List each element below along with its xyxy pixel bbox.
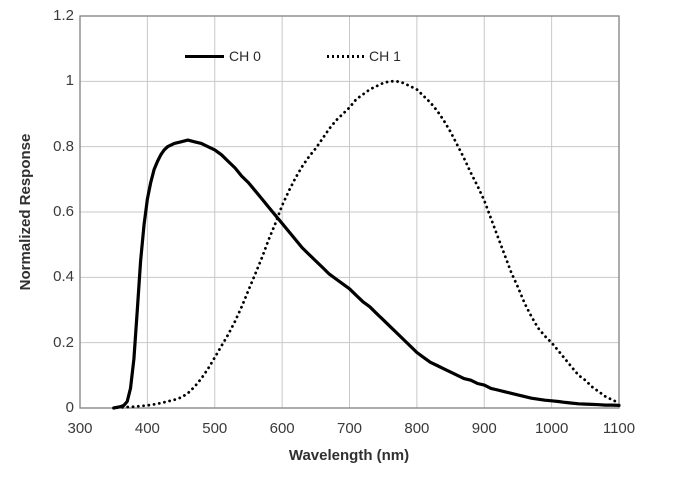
x-axis-title: Wavelength (nm) bbox=[288, 447, 410, 464]
ch1-dotted-line-icon bbox=[327, 54, 364, 58]
legend-label-ch1: CH 1 bbox=[369, 48, 401, 64]
series-curve-ch0 bbox=[112, 138, 621, 410]
x-tick-label: 700 bbox=[336, 420, 363, 437]
y-tick-label: 0.8 bbox=[53, 137, 74, 155]
y-tick-label: 0.4 bbox=[53, 268, 74, 286]
x-tick-label: 400 bbox=[134, 420, 160, 437]
y-tick-label: 0 bbox=[65, 399, 74, 416]
plot-border bbox=[79, 15, 620, 409]
series-curve-ch1 bbox=[115, 79, 621, 410]
x-tick-label: 300 bbox=[67, 420, 93, 437]
legend-item-ch1: CH 1 bbox=[327, 48, 401, 64]
y-tick-label: 0.2 bbox=[53, 333, 74, 351]
x-tick-label: 500 bbox=[202, 420, 228, 437]
y-axis-title: Normalized Response bbox=[17, 133, 34, 291]
x-tick-label: 1100 bbox=[602, 420, 636, 437]
legend-label-ch0: CH 0 bbox=[229, 48, 261, 64]
x-tick-label: 900 bbox=[471, 420, 497, 437]
ch0-solid-line-icon bbox=[185, 54, 224, 58]
x-tick-label: 1000 bbox=[534, 420, 569, 437]
y-tick-label: 1 bbox=[65, 72, 74, 90]
x-tick-label: 800 bbox=[404, 420, 430, 437]
x-tick-label: 600 bbox=[269, 420, 295, 437]
y-tick-label: 0.6 bbox=[53, 203, 74, 220]
y-tick-label: 1.2 bbox=[53, 7, 74, 24]
legend-item-ch0: CH 0 bbox=[185, 48, 261, 64]
